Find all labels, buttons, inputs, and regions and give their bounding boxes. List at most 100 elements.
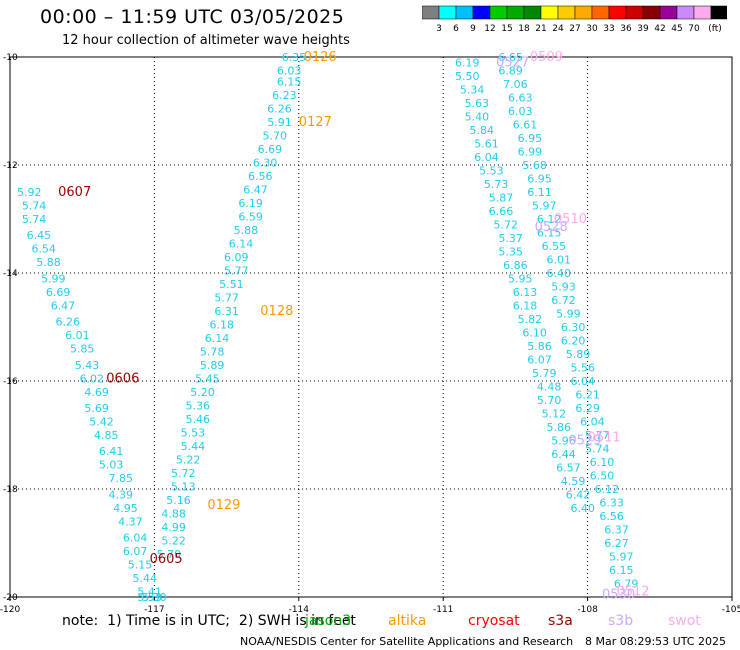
legend-tick-label: 9 xyxy=(470,24,476,34)
wave-height-value: 6.04 xyxy=(123,532,148,545)
wave-height-value: 5.97 xyxy=(532,200,557,213)
wave-height-value: 5.44 xyxy=(133,572,158,585)
legend-tick-label: 33 xyxy=(603,24,614,34)
y-tick-label: -20 xyxy=(3,593,18,603)
legend-tick-label: 36 xyxy=(620,24,632,34)
wave-height-value: 5.35 xyxy=(498,245,523,258)
pass-number-labels: 0126 0127 0128 0129 0607 0606 0605 0509 0510 0511… xyxy=(58,50,649,602)
pass-label: 0128 xyxy=(260,304,293,319)
generated-timestamp: 8 Mar 08:29:53 UTC 2025 xyxy=(585,635,726,648)
wave-height-value: 6.02 xyxy=(80,372,105,385)
wave-height-value: 5.42 xyxy=(89,416,114,429)
wave-height-value: 7.06 xyxy=(503,78,528,91)
wave-height-value: 6.37 xyxy=(604,524,629,537)
wave-height-value: 6.15 xyxy=(609,564,634,577)
wave-height-value: 5.95 xyxy=(508,272,533,285)
satellite-legend-item: s3a xyxy=(548,613,573,629)
legend-tick-label: (ft) xyxy=(708,24,722,34)
wave-height-value: 5.63 xyxy=(465,97,490,110)
legend-tick-label: 3 xyxy=(436,24,442,34)
wave-height-value: 5.36 xyxy=(185,399,210,412)
wave-height-value: 6.35 xyxy=(282,51,307,64)
wave-height-value: 4.99 xyxy=(161,521,186,534)
chart-title: 00:00 – 11:59 UTC 03/05/2025 xyxy=(40,6,345,28)
wave-height-value: 6.30 xyxy=(253,156,278,169)
wave-height-value: 5.15 xyxy=(128,559,153,572)
x-tick-label: -105 xyxy=(722,605,740,612)
wave-height-value: 6.47 xyxy=(51,299,76,312)
grid-lines xyxy=(10,57,732,597)
wave-height-value: 5.78 xyxy=(200,345,225,358)
satellite-legend-item: swot xyxy=(668,613,701,629)
wave-height-value: 5.73 xyxy=(484,178,509,191)
wave-height-value: 5.53 xyxy=(137,591,162,604)
wave-height-value: 6.19 xyxy=(455,56,480,69)
satellite-legend-item: altika xyxy=(388,613,427,629)
wave-height-value: 5.70 xyxy=(157,548,182,561)
wave-height-value: 5.53 xyxy=(181,426,206,439)
wave-height-value: 5.79 xyxy=(532,367,557,380)
wave-height-value: 5.40 xyxy=(465,110,490,123)
legend-tick-label: 21 xyxy=(535,24,546,34)
wave-height-value: 5.12 xyxy=(542,407,567,420)
wave-height-value: 5.89 xyxy=(200,359,225,372)
y-tick-label: -12 xyxy=(3,161,18,171)
wave-height-value: 5.30 xyxy=(142,591,167,604)
wave-height-value: 5.84 xyxy=(469,124,494,137)
pass-label: 0606 xyxy=(106,371,139,386)
wave-height-value: 6.95 xyxy=(527,173,552,186)
wave-height-value: 6.01 xyxy=(546,254,571,267)
wave-height-value: 5.51 xyxy=(219,278,244,291)
wave-height-value: 6.69 xyxy=(46,286,71,299)
wave-height-value: 6.27 xyxy=(604,537,629,550)
wave-height-value: 6.86 xyxy=(503,259,528,272)
wave-height-value: 6.59 xyxy=(238,210,263,223)
wave-height-value: 6.14 xyxy=(205,332,230,345)
wave-height-value: 6.09 xyxy=(224,251,249,264)
wave-height-value: 6.41 xyxy=(99,445,124,458)
wave-height-value: 5.53 xyxy=(479,164,504,177)
wave-height-value: 6.45 xyxy=(27,229,52,242)
wave-height-value: 6.31 xyxy=(214,305,239,318)
x-tick-label: -114 xyxy=(289,605,310,612)
pass-label: 0127 xyxy=(299,115,332,130)
satellite-legend-item: jason3 xyxy=(305,613,352,629)
wave-height-value: 6.21 xyxy=(575,389,600,402)
wave-height-value: 4.88 xyxy=(161,507,186,520)
legend-tick-label: 18 xyxy=(518,24,530,34)
wave-height-value: 6.11 xyxy=(527,186,552,199)
wave-height-value: 6.14 xyxy=(229,237,254,250)
wave-height-value: 5.03 xyxy=(99,459,124,472)
wave-height-value: 5.74 xyxy=(22,200,47,213)
wave-height-value: 4.48 xyxy=(537,380,562,393)
wave-height-value: 5.99 xyxy=(41,272,66,285)
pass-label: 0529 xyxy=(568,433,601,448)
pass-label: 0511 xyxy=(588,431,621,446)
wave-height-value: 5.72 xyxy=(171,467,196,480)
wave-height-value: 6.04 xyxy=(474,151,499,164)
wave-height-value: 6.89 xyxy=(498,65,523,78)
wave-height-value: 6.15 xyxy=(277,75,302,88)
pass-label: 0129 xyxy=(207,498,240,513)
y-tick-label: -18 xyxy=(3,485,18,495)
y-tick-label: -14 xyxy=(3,269,18,279)
legend-tick-label: 42 xyxy=(654,24,665,34)
wave-height-value: 6.20 xyxy=(561,335,586,348)
wave-height-value: 5.86 xyxy=(527,340,552,353)
wave-height-value: 6.69 xyxy=(258,143,283,156)
legend-tick-label: 24 xyxy=(552,24,564,34)
wave-height-value: 6.03 xyxy=(277,65,302,78)
wave-height-value: 6.18 xyxy=(210,318,235,331)
pass-label: 0527 xyxy=(496,55,529,70)
wave-height-value: 5.68 xyxy=(522,159,547,172)
plot-border xyxy=(9,56,733,598)
wave-height-value: 5.43 xyxy=(75,359,100,372)
wave-height-value: 5.46 xyxy=(185,413,210,426)
wave-height-value: 6.04 xyxy=(571,375,596,388)
wave-height-value: 5.85 xyxy=(70,343,95,356)
wave-height-value: 6.01 xyxy=(65,329,90,342)
x-tick-label: -120 xyxy=(0,605,20,612)
wave-height-value: 6.95 xyxy=(518,132,543,145)
pass-label: 0530 xyxy=(602,587,635,602)
wave-height-value: 6.07 xyxy=(527,353,552,366)
